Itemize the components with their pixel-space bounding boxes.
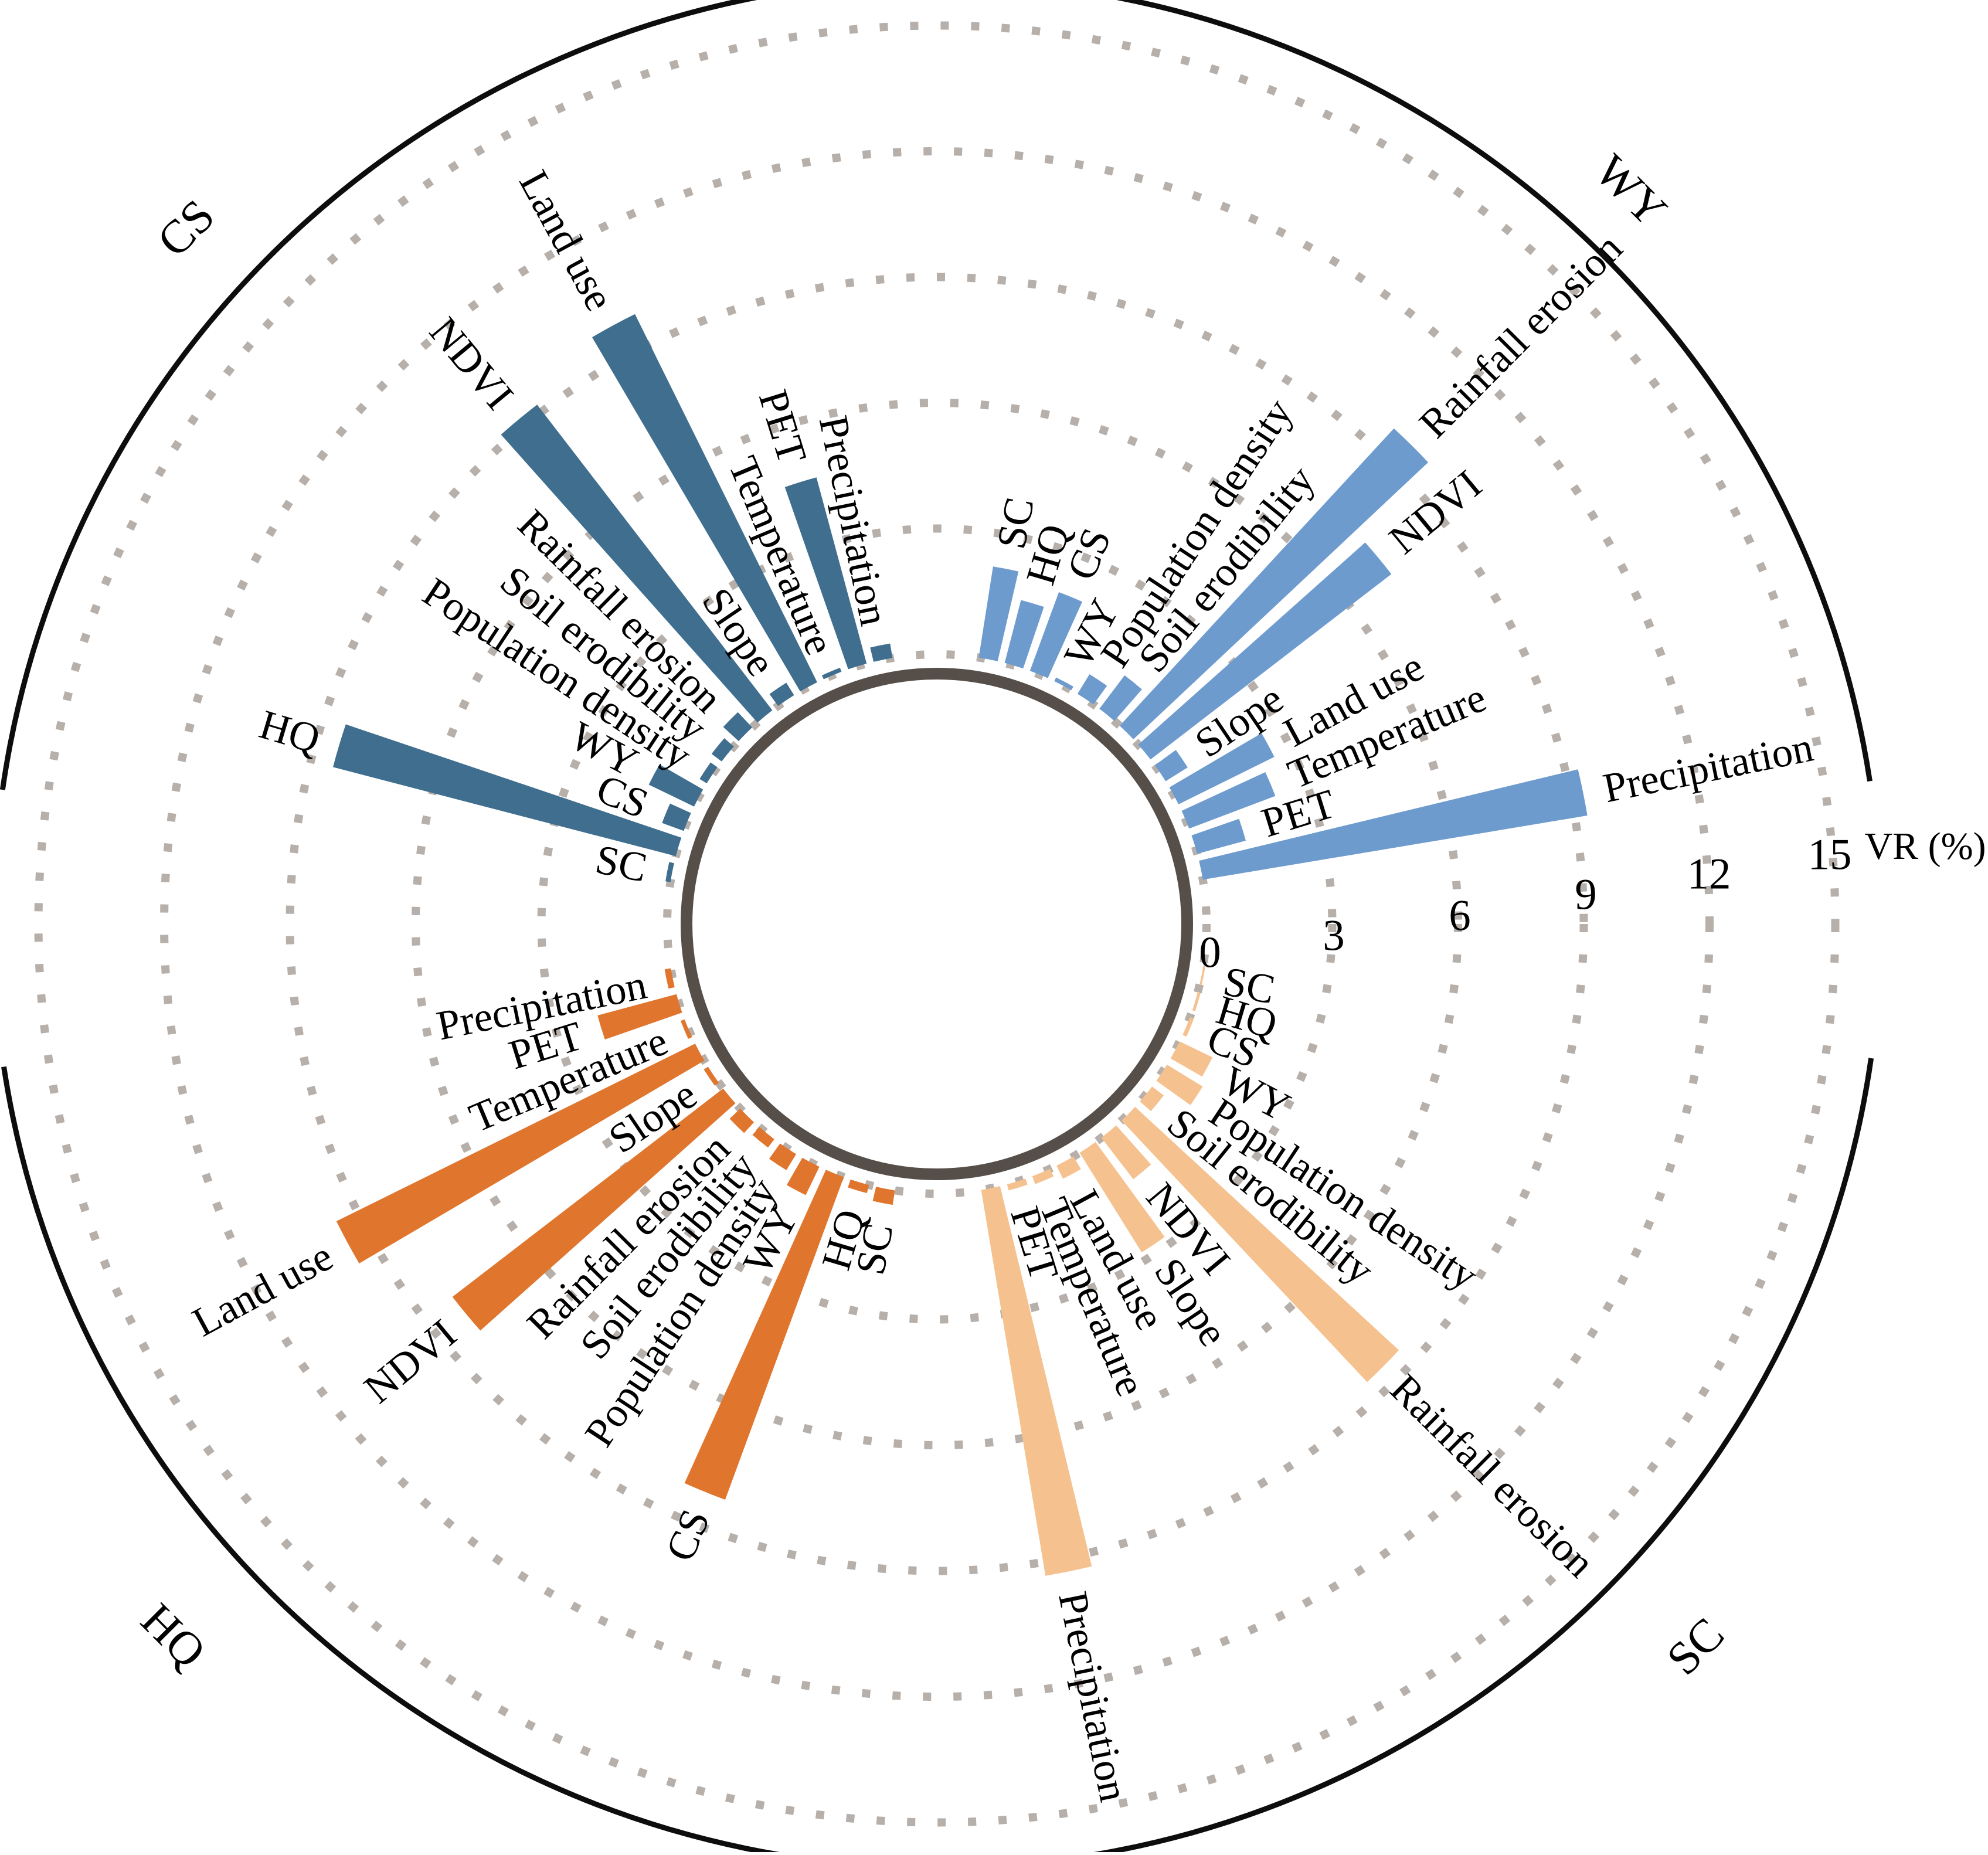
- svg-text:0: 0: [1199, 928, 1221, 977]
- svg-text:6: 6: [1449, 891, 1471, 940]
- svg-text:12: 12: [1687, 850, 1731, 898]
- svg-text:SC: SC: [592, 837, 651, 891]
- svg-text:15: 15: [1808, 830, 1852, 879]
- svg-text:SC: SC: [988, 494, 1043, 552]
- svg-text:9: 9: [1575, 870, 1597, 919]
- svg-text:SC: SC: [1220, 959, 1279, 1013]
- svg-text:VR (%): VR (%): [1864, 825, 1986, 868]
- svg-text:SC: SC: [848, 1219, 902, 1278]
- svg-text:3: 3: [1323, 911, 1345, 960]
